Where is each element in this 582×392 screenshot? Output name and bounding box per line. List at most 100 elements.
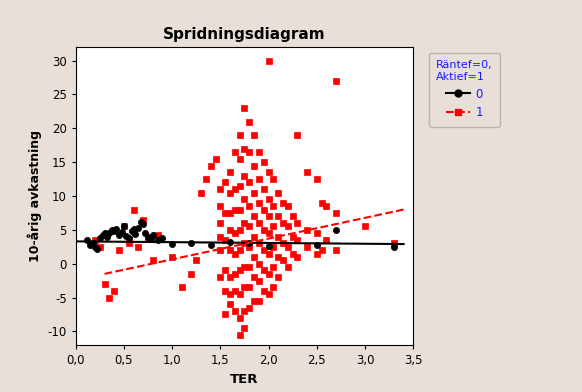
Point [90,244,100,250]
Point [168,254,177,260]
Point [225,239,235,245]
Point [283,244,293,250]
Point [127,227,136,234]
Point [254,149,264,155]
Point [244,149,254,155]
Point [250,234,259,240]
Point [100,230,109,236]
Point [102,234,111,240]
Point [264,243,273,249]
Point [331,247,340,253]
Point [250,132,259,138]
Point [317,247,327,253]
Point [211,156,220,162]
Point [109,288,119,294]
Point [240,172,249,179]
Point [235,132,244,138]
Point [317,200,327,206]
Point [360,223,370,230]
Point [240,145,249,152]
Point [100,281,109,287]
Point [264,230,273,236]
Point [191,257,201,263]
Point [322,237,331,243]
Point [230,288,239,294]
Point [312,250,321,257]
Point [206,162,215,169]
Point [92,246,101,252]
Point [264,291,273,297]
Point [389,240,399,247]
Point [235,267,244,274]
Point [187,240,196,246]
Point [283,203,293,209]
Point [206,241,215,248]
Point [230,149,239,155]
Point [259,186,268,192]
Point [88,240,98,247]
Point [153,232,162,238]
Point [293,254,302,260]
Point [140,229,150,236]
Point [269,203,278,209]
Point [389,244,399,250]
Point [288,213,297,220]
Point [240,264,249,270]
Point [331,227,340,233]
Point [303,227,312,233]
Point [269,284,278,290]
Point [244,284,254,290]
Point [274,254,283,260]
Point [221,267,230,274]
Point [225,189,235,196]
Point [278,220,288,226]
Point [244,305,254,311]
Point [112,225,121,232]
Point [124,240,133,247]
Point [235,183,244,189]
Point [196,189,205,196]
Point [216,234,225,240]
Point [221,288,230,294]
Point [254,240,264,247]
Point [244,240,254,247]
Point [216,274,225,280]
Point [230,308,239,314]
Point [269,223,278,230]
Point [230,230,239,236]
Point [216,203,225,209]
Point [108,227,117,233]
Point [331,78,340,84]
Point [230,250,239,257]
Point [264,250,273,257]
Point [121,233,130,239]
Point [250,298,259,304]
Y-axis label: 10-årig avkastning: 10-årig avkastning [27,130,42,262]
Point [288,250,297,257]
Point [254,176,264,182]
Point [240,325,249,331]
Point [274,213,283,220]
Point [153,237,162,243]
Point [269,244,278,250]
Point [240,196,249,203]
Point [269,264,278,270]
Point [240,240,249,247]
Point [139,216,148,223]
Point [225,227,235,233]
Point [278,257,288,263]
Point [216,247,225,253]
Point [259,247,268,253]
Point [201,176,211,182]
Point [240,308,249,314]
Point [303,244,312,250]
Point [264,271,273,277]
Point [177,284,186,290]
Point [244,118,254,125]
Point [95,244,104,250]
Point [225,291,235,297]
Point [259,207,268,213]
Point [230,271,239,277]
Point [86,241,95,248]
Point [109,228,119,234]
